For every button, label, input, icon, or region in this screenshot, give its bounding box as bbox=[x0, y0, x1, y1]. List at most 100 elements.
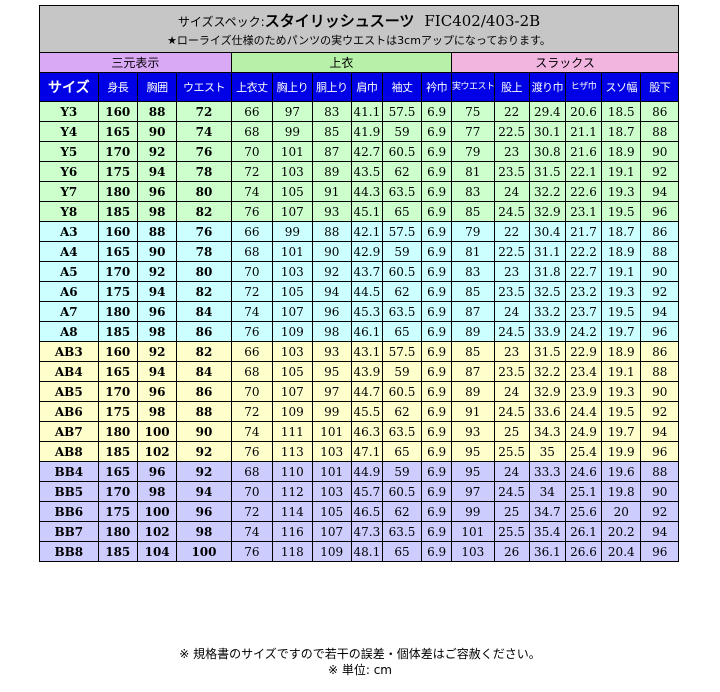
cell-chest: 98 bbox=[136, 321, 178, 342]
cell-chest: 94 bbox=[136, 361, 178, 382]
cell-rise: 25 bbox=[493, 421, 530, 442]
cell-collar: 6.9 bbox=[421, 441, 453, 462]
cell-height: 180 bbox=[97, 521, 138, 542]
cell-thigh: 33.2 bbox=[528, 301, 566, 322]
cell-hem: 18.9 bbox=[601, 241, 642, 262]
cell-sleeve: 63.5 bbox=[381, 301, 423, 322]
cell-waist-finish: 92 bbox=[311, 261, 352, 282]
cell-chest: 96 bbox=[136, 381, 178, 402]
title-code: FIC402/403-2B bbox=[424, 11, 541, 30]
cell-chest: 92 bbox=[136, 141, 178, 162]
cell-knee: 20.6 bbox=[564, 101, 603, 122]
cell-chest: 88 bbox=[136, 101, 178, 122]
cell-inseam: 88 bbox=[640, 361, 679, 382]
cell-chest-finish: 103 bbox=[272, 261, 313, 282]
cell-shoulder: 44.5 bbox=[350, 281, 383, 302]
cell-collar: 6.9 bbox=[421, 541, 453, 562]
cell-waist-finish: 90 bbox=[311, 241, 352, 262]
cell-inseam: 96 bbox=[640, 541, 679, 562]
cell-waist: 76 bbox=[176, 221, 232, 242]
cell-actual-waist: 89 bbox=[451, 321, 495, 342]
col-header-collar: 衿巾 bbox=[421, 72, 453, 102]
cell-rise: 24 bbox=[493, 181, 530, 202]
cell-chest-finish: 116 bbox=[272, 521, 313, 542]
cell-hem: 19.8 bbox=[601, 481, 642, 502]
cell-rise: 24.5 bbox=[493, 201, 530, 222]
cell-hem: 20 bbox=[601, 501, 642, 522]
cell-actual-waist: 91 bbox=[451, 401, 495, 422]
cell-knee: 23.9 bbox=[564, 381, 603, 402]
cell-waist: 84 bbox=[176, 301, 232, 322]
table-row: A6 175 94 82 72 105 94 44.5 62 6.9 85 23.5 32.5 23.2 1… bbox=[39, 281, 679, 302]
cell-waist-finish: 88 bbox=[311, 221, 352, 242]
cell-rise: 23 bbox=[493, 261, 530, 282]
col-header-hem: スソ幅 bbox=[601, 72, 642, 102]
cell-sleeve: 62 bbox=[381, 401, 423, 422]
cell-hem: 19.1 bbox=[601, 361, 642, 382]
cell-jacket-length: 76 bbox=[230, 441, 274, 462]
cell-hem: 19.5 bbox=[601, 301, 642, 322]
cell-size: BB5 bbox=[39, 481, 99, 502]
cell-rise: 26 bbox=[493, 541, 530, 562]
cell-collar: 6.9 bbox=[421, 521, 453, 542]
cell-jacket-length: 74 bbox=[230, 421, 274, 442]
cell-rise: 23 bbox=[493, 141, 530, 162]
cell-chest: 96 bbox=[136, 461, 178, 482]
cell-waist-finish: 89 bbox=[311, 161, 352, 182]
cell-size: Y5 bbox=[39, 141, 99, 162]
cell-actual-waist: 81 bbox=[451, 241, 495, 262]
cell-jacket-length: 66 bbox=[230, 101, 274, 122]
cell-height: 180 bbox=[97, 181, 138, 202]
cell-collar: 6.9 bbox=[421, 501, 453, 522]
cell-knee: 25.6 bbox=[564, 501, 603, 522]
cell-waist: 96 bbox=[176, 501, 232, 522]
title-block: サイズスペック:スタイリッシュスーツ FIC402/403-2B ★ローライズ仕様… bbox=[39, 5, 679, 53]
cell-inseam: 88 bbox=[640, 121, 679, 142]
cell-hem: 18.7 bbox=[601, 221, 642, 242]
cell-inseam: 90 bbox=[640, 481, 679, 502]
cell-jacket-length: 74 bbox=[230, 521, 274, 542]
cell-chest-finish: 99 bbox=[272, 121, 313, 142]
cell-chest: 102 bbox=[136, 521, 178, 542]
cell-shoulder: 47.1 bbox=[350, 441, 383, 462]
cell-waist: 100 bbox=[176, 541, 232, 562]
cell-rise: 22 bbox=[493, 221, 530, 242]
cell-size: A3 bbox=[39, 221, 99, 242]
table-row: Y4 165 90 74 68 99 85 41.9 59 6.9 77 22.5 30.1 21.1 18… bbox=[39, 121, 679, 142]
cell-waist: 76 bbox=[176, 141, 232, 162]
cell-sleeve: 57.5 bbox=[381, 221, 423, 242]
cell-knee: 22.9 bbox=[564, 341, 603, 362]
cell-rise: 24.5 bbox=[493, 321, 530, 342]
cell-waist-finish: 97 bbox=[311, 381, 352, 402]
cell-hem: 19.1 bbox=[601, 261, 642, 282]
cell-actual-waist: 83 bbox=[451, 181, 495, 202]
cell-shoulder: 44.7 bbox=[350, 381, 383, 402]
cell-chest: 98 bbox=[136, 201, 178, 222]
cell-shoulder: 43.1 bbox=[350, 341, 383, 362]
cell-waist: 92 bbox=[176, 441, 232, 462]
cell-shoulder: 43.9 bbox=[350, 361, 383, 382]
cell-sleeve: 62 bbox=[381, 501, 423, 522]
cell-chest-finish: 107 bbox=[272, 201, 313, 222]
cell-actual-waist: 85 bbox=[451, 341, 495, 362]
cell-waist-finish: 101 bbox=[311, 461, 352, 482]
cell-size: BB6 bbox=[39, 501, 99, 522]
cell-rise: 24 bbox=[493, 301, 530, 322]
cell-chest: 90 bbox=[136, 241, 178, 262]
cell-waist-finish: 93 bbox=[311, 341, 352, 362]
cell-hem: 19.7 bbox=[601, 321, 642, 342]
cell-waist: 74 bbox=[176, 121, 232, 142]
cell-knee: 24.9 bbox=[564, 421, 603, 442]
cell-actual-waist: 95 bbox=[451, 461, 495, 482]
table-row: AB5 170 96 86 70 107 97 44.7 60.5 6.9 89 24 32.9 23.9… bbox=[39, 381, 679, 402]
cell-inseam: 96 bbox=[640, 321, 679, 342]
cell-rise: 24 bbox=[493, 461, 530, 482]
cell-chest: 100 bbox=[136, 421, 178, 442]
cell-rise: 23.5 bbox=[493, 161, 530, 182]
cell-rise: 24.5 bbox=[493, 481, 530, 502]
cell-waist-finish: 83 bbox=[311, 101, 352, 122]
cell-waist: 82 bbox=[176, 281, 232, 302]
cell-knee: 24.2 bbox=[564, 321, 603, 342]
table-row: BB5 170 98 94 70 112 103 45.7 60.5 6.9 97 24.5 34 25.… bbox=[39, 481, 679, 502]
cell-height: 160 bbox=[97, 101, 138, 122]
